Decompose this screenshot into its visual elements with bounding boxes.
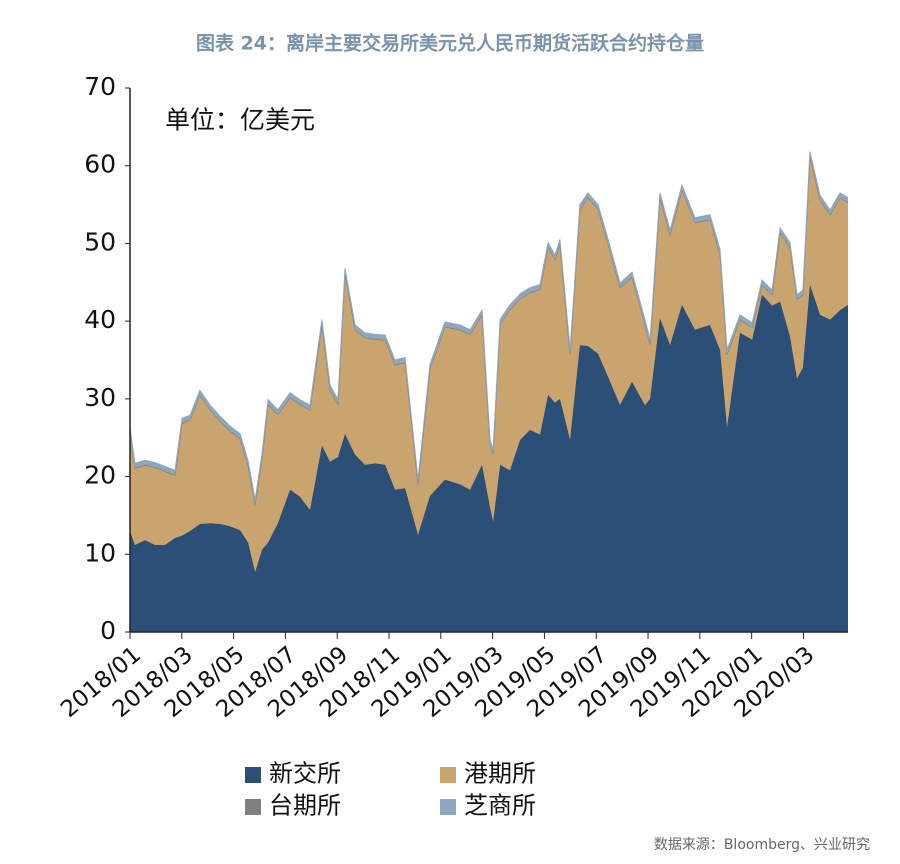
area-fill — [130, 157, 848, 573]
chart-title: 图表 24：离岸主要交易所美元兑人民币期货活跃合约持仓量 — [196, 32, 704, 55]
legend-label: 台期所 — [269, 792, 341, 820]
y-tick-label: 60 — [84, 150, 116, 179]
legend-swatch — [245, 767, 261, 783]
y-tick-label: 70 — [84, 72, 116, 101]
y-tick-label: 40 — [84, 305, 116, 334]
unit-annotation: 单位：亿美元 — [165, 106, 315, 135]
y-tick-label: 0 — [100, 616, 116, 645]
y-tick-label: 50 — [84, 227, 116, 256]
legend-label: 新交所 — [269, 760, 341, 788]
area-fill — [130, 284, 848, 632]
y-tick-label: 10 — [84, 538, 116, 567]
legend-swatch — [440, 767, 456, 783]
legend-label: 芝商所 — [464, 792, 536, 820]
legend-swatch — [245, 799, 261, 815]
y-tick-label: 20 — [84, 461, 116, 490]
y-tick-label: 30 — [84, 383, 116, 412]
area-edge — [129, 151, 849, 500]
legend-swatch — [440, 799, 456, 815]
source-note: 数据来源：Bloomberg、兴业研究 — [654, 837, 870, 853]
legend-label: 港期所 — [464, 760, 536, 788]
